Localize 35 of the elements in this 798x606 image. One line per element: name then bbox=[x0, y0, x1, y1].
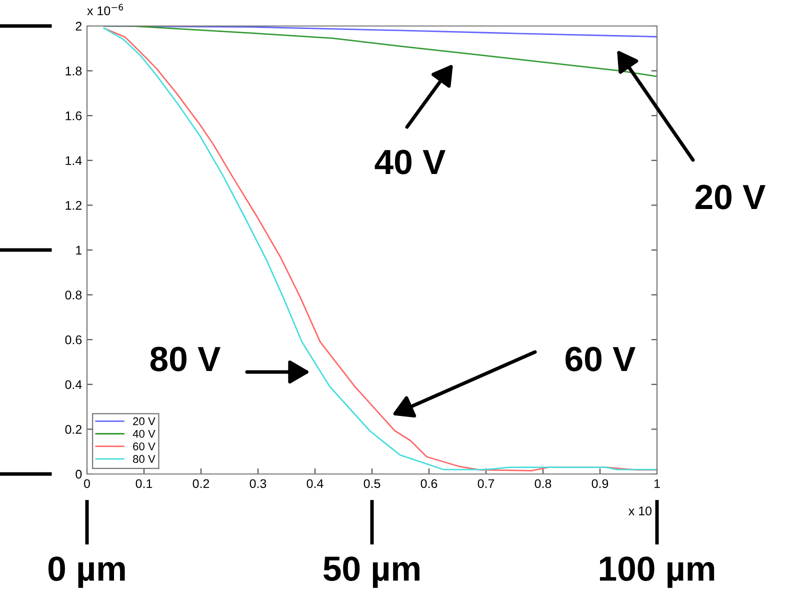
x-tick-label: 0.2 bbox=[192, 479, 210, 488]
legend-label: 80 V bbox=[133, 455, 156, 463]
x2-tick-label: 0 µm bbox=[48, 556, 125, 588]
y-tick-label: 0.2 bbox=[65, 425, 82, 434]
legend-label: 40 V bbox=[132, 430, 156, 438]
y-tick-label: 1 bbox=[76, 246, 82, 255]
x2-tick-label: 100 µm bbox=[600, 556, 714, 588]
y-tick-label: 1.4 bbox=[66, 156, 82, 165]
annotation: 60 V bbox=[566, 346, 636, 372]
y-tick-label: 0.6 bbox=[65, 335, 82, 344]
y-tick-label: 0 bbox=[76, 470, 82, 479]
annotation: 40 V bbox=[374, 150, 446, 174]
x-tick-label: 0.7 bbox=[478, 479, 494, 488]
x-tick-label: 0.4 bbox=[306, 479, 324, 488]
y-tick-label: 2 bbox=[76, 22, 82, 31]
legend-label: 20 V bbox=[133, 417, 156, 426]
y-tick-label: 1.2 bbox=[66, 201, 82, 210]
x-tick-label: 0.8 bbox=[534, 479, 552, 488]
text: 20 V bbox=[695, 184, 766, 210]
x-tick-label: 0.9 bbox=[592, 479, 608, 488]
x-tick-label: 0.5 bbox=[364, 479, 380, 488]
x-tick-label: 0.3 bbox=[250, 479, 266, 488]
x-tick-label: 0.1 bbox=[136, 479, 152, 488]
x-tick-label: 0 bbox=[84, 479, 90, 488]
text: x 10$^{−6}$ bbox=[87, 4, 124, 16]
annotation: 80 V bbox=[150, 346, 220, 372]
x-tick-label: 1 bbox=[654, 479, 660, 488]
y-tick-label: 0.4 bbox=[65, 380, 82, 390]
legend-label: 60 V bbox=[133, 442, 156, 450]
x-tick-label: 0.6 bbox=[420, 479, 438, 488]
y-tick-label: 1.6 bbox=[66, 111, 82, 120]
y-tick-label: 1.8 bbox=[66, 66, 82, 76]
x2-tick-label: 50 µm bbox=[323, 556, 420, 588]
y-tick-label: 0.8 bbox=[65, 290, 82, 300]
text: x 10 bbox=[628, 506, 652, 516]
